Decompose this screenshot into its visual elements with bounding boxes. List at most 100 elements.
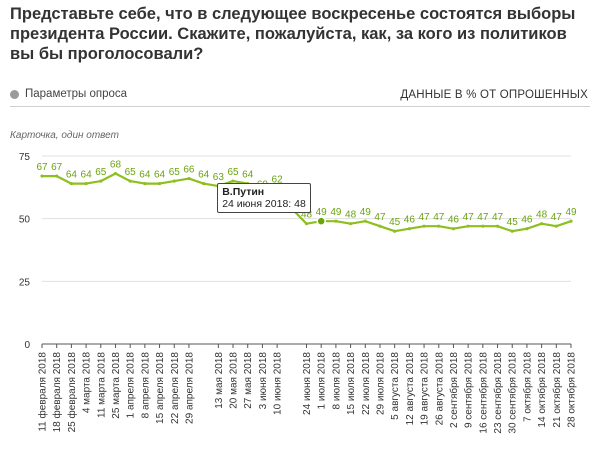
data-label: 49	[360, 207, 372, 218]
data-label: 45	[389, 217, 401, 228]
data-point	[363, 219, 367, 223]
x-tick-label: 1 июля 2018	[317, 352, 328, 410]
x-tick-label: 29 июля 2018	[375, 352, 386, 415]
data-point	[466, 224, 470, 228]
x-tick-label: 8 июля 2018	[331, 352, 342, 410]
data-label: 49	[316, 207, 328, 218]
data-point	[187, 176, 191, 181]
data-label: 63	[213, 172, 225, 183]
data-point	[231, 179, 235, 183]
x-tick-label: 25 марта 2018	[111, 352, 122, 419]
chart-tooltip: В.Путин 24 июня 2018: 48	[217, 183, 311, 214]
data-label: 65	[125, 167, 137, 178]
data-label: 47	[374, 212, 386, 223]
x-tick-label: 22 июля 2018	[361, 352, 372, 415]
data-label: 65	[227, 167, 239, 178]
data-point	[143, 181, 147, 186]
x-tick-label: 26 августа 2018	[434, 352, 445, 426]
chart-subcaption: Карточка, один ответ	[10, 130, 119, 141]
data-point	[554, 224, 558, 228]
data-point	[334, 219, 338, 223]
data-label: 48	[301, 210, 313, 221]
data-point	[99, 179, 103, 183]
data-point	[540, 222, 544, 226]
data-label: 47	[418, 212, 430, 223]
data-point	[113, 171, 118, 176]
x-tick-label: 21 октября 2018	[551, 352, 563, 428]
x-tick-label: 22 апреля 2018	[170, 352, 181, 424]
data-label: 64	[139, 170, 151, 181]
data-label: 64	[242, 170, 254, 181]
data-label: 66	[183, 165, 195, 176]
y-tick-label: 0	[24, 340, 30, 351]
data-point	[495, 224, 500, 228]
x-tick-label: 10 июня 2018	[273, 352, 284, 415]
data-point	[437, 224, 441, 228]
x-tick-label: 4 марта 2018	[82, 352, 93, 414]
data-label: 47	[492, 212, 504, 223]
x-tick-label: 19 августа 2018	[420, 352, 431, 426]
data-point	[40, 174, 44, 178]
data-label: 67	[51, 162, 63, 173]
x-tick-label: 14 октября 2018	[536, 352, 548, 428]
data-label: 49	[565, 207, 577, 218]
highlighted-point	[316, 216, 326, 226]
y-tick-label: 75	[19, 152, 31, 163]
data-point	[422, 224, 426, 228]
survey-parameters-link[interactable]: Параметры опроса	[10, 88, 127, 100]
x-tick-label: 15 июля 2018	[346, 352, 357, 415]
data-label: 48	[345, 210, 357, 221]
data-point	[569, 219, 573, 223]
x-tick-label: 8 апреля 2018	[140, 352, 151, 419]
data-label: 47	[463, 212, 475, 223]
x-tick-label: 3 июня 2018	[258, 352, 269, 410]
y-tick-label: 50	[19, 215, 31, 226]
data-label: 65	[95, 167, 107, 178]
data-label: 45	[507, 217, 519, 228]
x-tick-label: 16 сентября 2018	[477, 352, 489, 434]
data-label: 47	[433, 212, 445, 223]
data-point	[393, 229, 397, 233]
data-label: 62	[272, 175, 284, 186]
units-label: ДАННЫЕ В % ОТ ОПРОШЕННЫХ	[400, 89, 588, 101]
data-point	[84, 181, 88, 186]
data-point	[172, 179, 176, 183]
info-icon	[10, 89, 19, 99]
x-tick-label: 9 сентября 2018	[463, 352, 475, 428]
data-label: 64	[198, 170, 210, 181]
x-tick-label: 13 мая 2018	[214, 352, 225, 409]
x-tick-label: 7 октября 2018	[521, 352, 533, 422]
data-point	[481, 224, 485, 228]
x-tick-label: 2 сентября 2018	[448, 352, 460, 428]
data-label: 64	[81, 170, 93, 181]
data-point	[378, 224, 382, 228]
data-label: 46	[404, 215, 416, 226]
x-tick-label: 5 августа 2018	[390, 352, 401, 420]
data-label: 47	[477, 212, 489, 223]
data-point	[451, 227, 456, 231]
data-point	[128, 179, 132, 183]
data-point	[525, 227, 529, 231]
x-tick-label: 29 апреля 2018	[184, 352, 195, 424]
x-tick-label: 18 февраля 2018	[51, 352, 63, 433]
x-tick-label: 30 сентября 2018	[507, 352, 519, 434]
x-tick-label: 23 сентября 2018	[492, 352, 504, 434]
x-tick-label: 1 апреля 2018	[126, 352, 137, 419]
survey-parameters-label: Параметры опроса	[25, 88, 128, 100]
data-label: 68	[110, 160, 122, 171]
data-point	[407, 227, 411, 231]
x-tick-label: 27 мая 2018	[243, 352, 254, 409]
y-tick-label: 25	[19, 277, 31, 288]
x-tick-label: 11 февраля 2018	[37, 352, 49, 432]
data-label: 47	[551, 212, 563, 223]
tooltip-value: 24 июня 2018: 48	[222, 198, 306, 211]
x-tick-label: 12 августа 2018	[405, 352, 416, 426]
x-tick-label: 20 мая 2018	[229, 352, 240, 409]
x-tick-label: 24 июня 2018	[302, 352, 313, 415]
data-label: 46	[521, 215, 533, 226]
data-point	[348, 222, 353, 226]
data-label: 48	[536, 210, 548, 221]
data-point	[202, 181, 206, 186]
data-point	[304, 222, 309, 226]
